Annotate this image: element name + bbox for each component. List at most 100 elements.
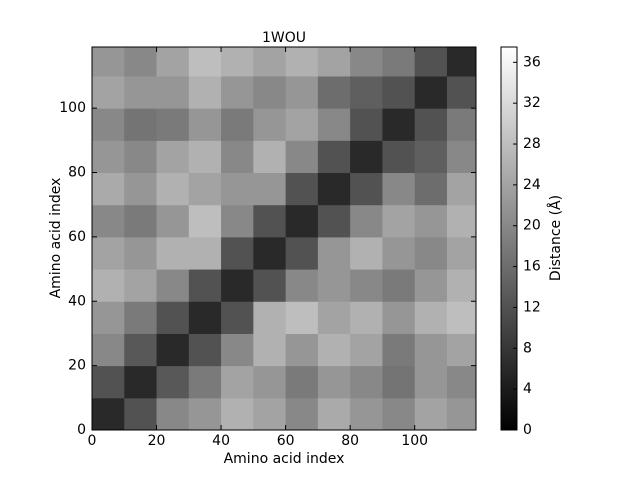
heatmap-cell (92, 236, 125, 270)
heatmap-cell (221, 47, 254, 77)
heatmap-cell (350, 301, 383, 334)
heatmap-cell (253, 108, 287, 141)
heatmap-cell (253, 140, 287, 174)
heatmap-cell (414, 172, 448, 206)
heatmap-cell (188, 397, 222, 431)
heatmap-cell (446, 47, 477, 77)
heatmap-cell (221, 108, 254, 141)
heatmap-cell (188, 365, 222, 399)
heatmap-cell (350, 269, 383, 302)
heatmap-cell (446, 397, 477, 431)
heatmap-cell (156, 172, 190, 206)
heatmap-cell (124, 269, 158, 302)
heatmap-cell (253, 269, 287, 302)
heatmap-cell (350, 75, 383, 109)
heatmap-cell (188, 47, 222, 77)
heatmap-cell (124, 108, 158, 141)
heatmap-cell (446, 204, 477, 238)
heatmap-cell (221, 204, 254, 238)
heatmap-cell (285, 108, 319, 141)
heatmap-cell (414, 75, 448, 109)
y-tick-label: 0 (77, 422, 86, 438)
colorbar-tick-label: 24 (523, 177, 541, 193)
heatmap-cell (382, 204, 416, 238)
heatmap-cell (382, 333, 416, 367)
heatmap-cell (221, 301, 254, 334)
x-tick-label: 60 (277, 433, 295, 449)
y-tick-label: 80 (68, 165, 86, 181)
heatmap-cell (253, 333, 287, 367)
heatmap-cell (156, 140, 190, 174)
heatmap-cell (414, 236, 448, 270)
heatmap-cell (446, 75, 477, 109)
heatmap-cell (317, 204, 351, 238)
heatmap-cell (285, 301, 319, 334)
heatmap-cell (92, 47, 125, 77)
x-axis-label: Amino acid index (224, 451, 345, 467)
heatmap-cell (253, 75, 287, 109)
heatmap-cell (188, 333, 222, 367)
heatmap-cell (221, 365, 254, 399)
heatmap-cell (317, 47, 351, 77)
heatmap-cell (414, 140, 448, 174)
heatmap-cell (156, 108, 190, 141)
heatmap-cell (92, 204, 125, 238)
heatmap-cell (414, 397, 448, 431)
heatmap-cell (285, 365, 319, 399)
colorbar-tick-label: 36 (523, 54, 541, 70)
heatmap-cell (382, 172, 416, 206)
heatmap-cell (188, 172, 222, 206)
heatmap-cell (414, 269, 448, 302)
y-tick-label: 40 (68, 293, 86, 309)
heatmap-cell (350, 140, 383, 174)
heatmap-cell (92, 397, 125, 431)
heatmap-cell (446, 269, 477, 302)
heatmap-cell (156, 204, 190, 238)
heatmap-cell (317, 172, 351, 206)
heatmap-cell (350, 172, 383, 206)
colorbar-tick-label: 20 (523, 218, 541, 234)
heatmap-cell (221, 140, 254, 174)
y-tick-label: 60 (68, 229, 86, 245)
colorbar-label: Distance (Å) (547, 195, 564, 281)
colorbar-tick-label: 4 (523, 381, 532, 397)
heatmap-cell (446, 365, 477, 399)
heatmap-cell (188, 236, 222, 270)
heatmap-cell (350, 204, 383, 238)
heatmap-cell (350, 47, 383, 77)
heatmap-cell (124, 236, 158, 270)
heatmap-cell (317, 140, 351, 174)
heatmap-cell (317, 301, 351, 334)
heatmap-cell (350, 108, 383, 141)
heatmap-cell (156, 236, 190, 270)
heatmap-cell (92, 333, 125, 367)
y-tick-label: 20 (68, 358, 86, 374)
heatmap-cell (414, 204, 448, 238)
heatmap-cell (446, 140, 477, 174)
colorbar-tick-label: 16 (523, 259, 541, 275)
heatmap-cell (446, 236, 477, 270)
heatmap-cell (285, 75, 319, 109)
heatmap-cell (124, 47, 158, 77)
heatmap-cell (156, 333, 190, 367)
heatmap-cell (253, 236, 287, 270)
heatmap-cell (317, 333, 351, 367)
heatmap-cell (446, 172, 477, 206)
heatmap-cell (414, 108, 448, 141)
heatmap-cell (124, 365, 158, 399)
heatmap-cell (124, 333, 158, 367)
heatmap-cell (285, 236, 319, 270)
heatmap-cell (317, 75, 351, 109)
heatmap-cell (156, 75, 190, 109)
heatmap-cell (317, 108, 351, 141)
heatmap-cell (188, 108, 222, 141)
heatmap-cell (221, 75, 254, 109)
heatmap-cell (253, 301, 287, 334)
heatmap-cell (92, 172, 125, 206)
heatmap-cell (382, 47, 416, 77)
heatmap-cell (156, 301, 190, 334)
heatmap-cell (285, 204, 319, 238)
heatmap-cell (382, 108, 416, 141)
heatmap-cell (317, 236, 351, 270)
